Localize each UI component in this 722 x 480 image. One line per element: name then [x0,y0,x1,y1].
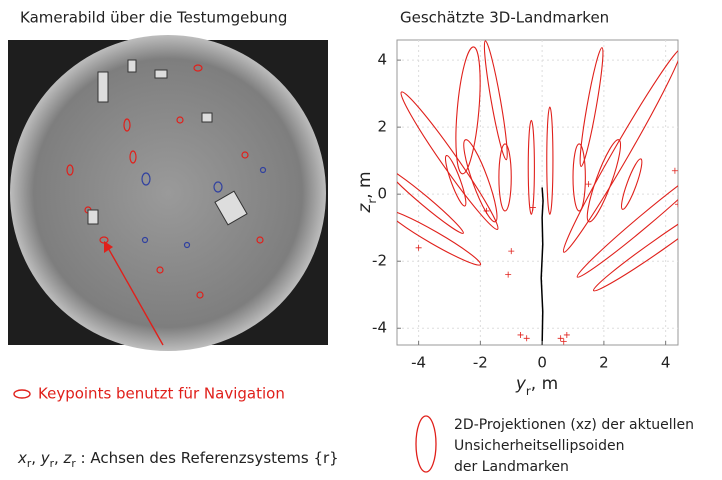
x-axis-label: yr, m [515,374,558,398]
uncertainty-ellipse [573,144,585,211]
landmark [561,339,567,345]
trajectory [541,187,543,345]
figure: Kamerabild über die Testumgebung Keypoin… [0,0,722,476]
landmark [416,245,422,251]
chart-title: Geschätzte 3D-Landmarken [400,9,609,27]
y-tick-label: 0 [377,185,387,203]
uncertainty-ellipse [573,160,714,281]
uncertainty-ellipse [577,47,607,167]
y-tick-label: -2 [372,252,387,270]
landmark [564,332,570,338]
text-part: x [17,449,27,467]
uncertainty-ellipse [452,46,485,175]
uncertainty-ellipse [442,154,469,208]
legend-icon [416,416,436,472]
y-axis-label: zr, m [355,171,379,213]
legend-line: der Landmarken [454,459,569,475]
landmark [585,181,591,187]
plot-frame [397,40,678,345]
x-tick-label: 0 [537,354,547,372]
axes-note: xr, yr, zr : Achsen des Referenzsystems … [17,449,339,471]
x-tick-label: -2 [473,354,488,372]
x-tick-label: -4 [411,354,426,372]
plot-area [383,40,722,345]
uncertainty-ellipse [547,107,553,214]
y-tick-label: 4 [377,51,387,69]
legend-icon [14,390,30,398]
uncertainty-ellipse [395,88,504,234]
image-legend: Keypoints benutzt für Navigation [38,385,285,403]
landmark [672,168,678,174]
x-tick-label: 4 [661,354,671,372]
landmark [518,332,524,338]
y-tick-label: 2 [377,118,387,136]
x-tick-label: 2 [599,354,609,372]
text-part: , [54,449,64,467]
camera-image [10,35,326,351]
landmark [530,205,536,211]
landmark [508,248,514,254]
uncertainty-ellipse [557,45,688,256]
image-title: Kamerabild über die Testumgebung [20,9,287,27]
legend: 2D-Projektionen (xz) der aktuellen Unsich… [454,417,694,475]
landmark [505,272,511,278]
uncertainty-ellipse [590,193,722,295]
text-part: : Achsen des Referenzsystems {r} [76,449,339,467]
text-part: , m [531,374,558,394]
landmark [558,335,564,341]
uncertainty-ellipse [385,206,484,270]
landmark [524,335,530,341]
uncertainty-ellipse [499,144,511,211]
legend-line: 2D-Projektionen (xz) der aktuellen [454,417,694,433]
uncertainty-ellipse [481,40,511,160]
text-part: , m [355,171,375,198]
text-part: , [31,449,41,467]
y-tick-label: -4 [372,319,387,337]
legend-line: Unsicherheitsellipsoiden [454,438,624,454]
uncertainty-ellipse [528,120,534,214]
